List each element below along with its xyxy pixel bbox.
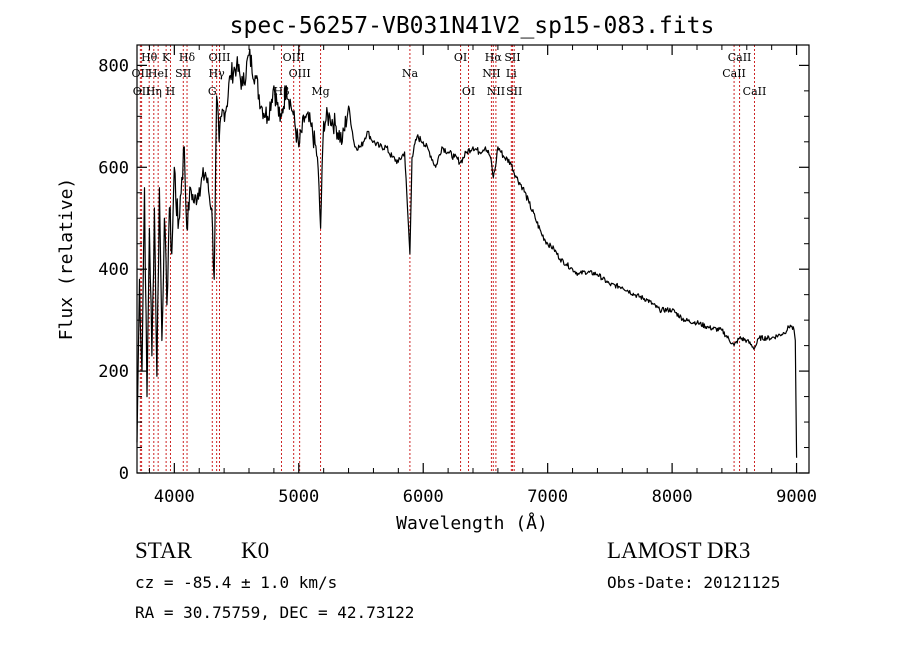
y-axis-label: Flux (relative): [56, 178, 77, 341]
flux-series-line: [136, 48, 798, 458]
line-label-oi: OI: [454, 51, 467, 64]
line-label-hα: Hα: [485, 51, 503, 64]
spectrum-chart: spec-56257-VB031N41V2_sp15-083.fits OII O…: [56, 13, 817, 534]
survey-name: LAMOST DR3: [607, 538, 751, 563]
line-label-mg: Mg: [311, 85, 329, 98]
line-label-oii: OII: [132, 67, 150, 80]
line-label-hθ: Hθ: [141, 51, 158, 64]
x-tick-label: 7000: [527, 487, 568, 507]
x-tick-label: 6000: [403, 487, 444, 507]
line-label-hei: HeI: [148, 67, 168, 80]
line-label-oiii: OIII: [283, 51, 305, 64]
line-label-sii: SII: [506, 85, 522, 98]
object-subclass: K0: [241, 538, 270, 563]
line-label-hη: Hη: [146, 85, 162, 98]
line-label-oiii: OIII: [289, 67, 311, 80]
line-label-caii: CaII: [728, 51, 752, 64]
line-label-hγ: Hγ: [209, 67, 226, 80]
line-label-h: H: [166, 85, 176, 98]
line-label-nii: NII: [482, 67, 500, 80]
spectral-line-labels: OIIOIIHθHηHeIKHSIIHδGHγOIIIHβOIIIOIIIMgN…: [132, 51, 767, 98]
line-label-caii: CaII: [722, 67, 746, 80]
object-class: STAR: [135, 538, 192, 563]
line-label-hδ: Hδ: [179, 51, 196, 64]
line-label-na: Na: [402, 67, 419, 80]
spectral-line-markers: [139, 45, 755, 473]
x-tick-label: 9000: [776, 487, 817, 507]
y-tick-label: 400: [98, 260, 129, 280]
line-label-g: G: [208, 85, 217, 98]
line-label-k: K: [162, 51, 171, 64]
plot-frame: [136, 44, 810, 474]
x-axis-ticks: 4000 5000 6000 7000 8000 9000: [148, 45, 817, 507]
x-tick-label: 5000: [278, 487, 319, 507]
line-label-sii: SII: [504, 51, 520, 64]
observation-date: Obs-Date: 20121125: [607, 573, 781, 592]
chart-title: spec-56257-VB031N41V2_sp15-083.fits: [230, 13, 715, 39]
line-label-li: Li: [506, 67, 517, 80]
line-label-caii: CaII: [743, 85, 767, 98]
x-axis-label: Wavelength (Å): [396, 512, 548, 534]
y-tick-label: 800: [98, 56, 129, 76]
x-tick-label: 4000: [154, 487, 195, 507]
y-tick-label: 0: [119, 464, 129, 484]
line-label-oiii: OIII: [208, 51, 230, 64]
sky-coordinates: RA = 30.75759, DEC = 42.73122: [135, 603, 415, 622]
y-tick-label: 600: [98, 158, 129, 178]
redshift-velocity: cz = -85.4 ± 1.0 km/s: [135, 573, 338, 592]
y-axis-ticks: 0 200 400 600 800: [98, 56, 809, 484]
line-label-sii: SII: [175, 67, 191, 80]
line-label-nii: NII: [487, 85, 505, 98]
y-tick-label: 200: [98, 362, 129, 382]
line-label-oi: OI: [462, 85, 475, 98]
x-tick-label: 8000: [652, 487, 693, 507]
